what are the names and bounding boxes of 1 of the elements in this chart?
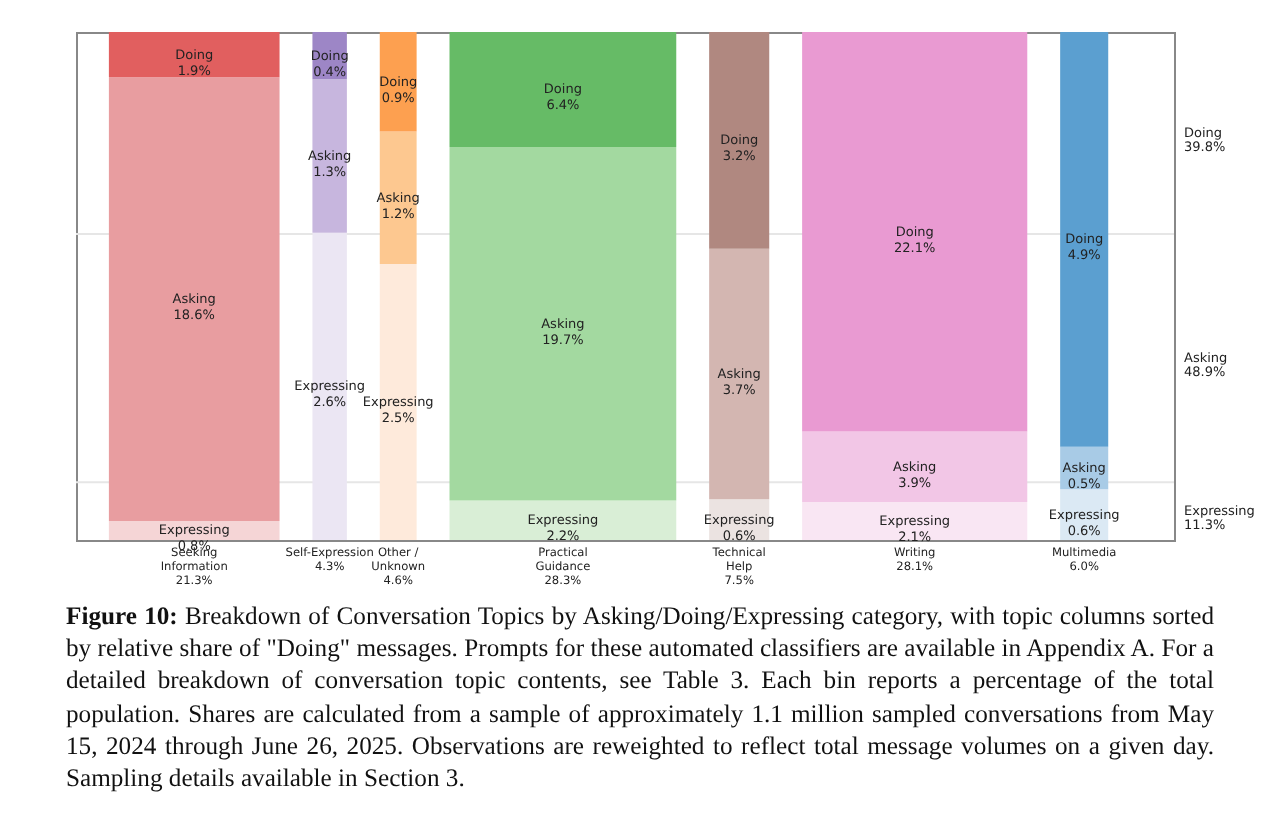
caption: Figure 10: Breakdown of Conversation Topics by Asking/Doing/Expressing category, with topic columns sorted by relative share of "Doing" messages. Prompts for these automated classifiers are available in Appendix A. For a detailed breakdown of conversation topic contents, see Table 3. Each bin reports a percentage of the total population. Shares are calculated from a sample of approximately 1.1 million sampled conversations from May 15, 2024 through June 26, 2025. Observations are reweighted to reflect total message volumes on a given day. Sampling details available in Section 3. [66,600,1214,795]
